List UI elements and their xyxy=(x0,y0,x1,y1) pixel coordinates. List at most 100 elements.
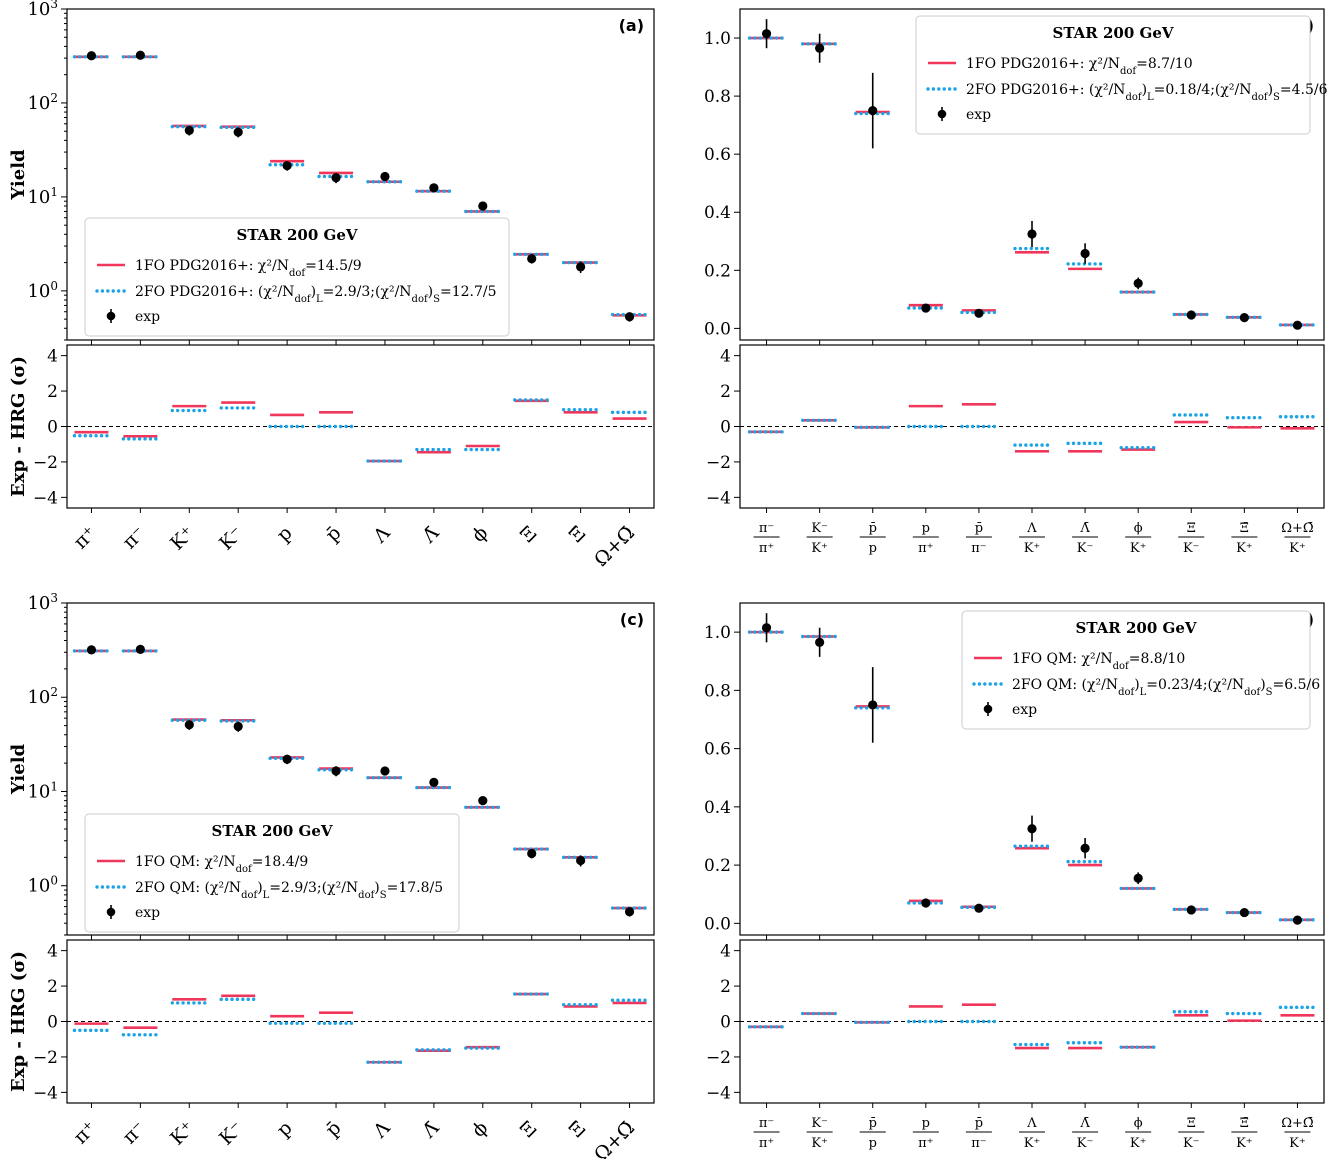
x-category-label: Λ xyxy=(369,522,395,548)
residual-y-tick-label: −4 xyxy=(33,1083,58,1103)
x-ratio-numerator: Ω+Ω̄ xyxy=(1281,521,1313,536)
residual-y-tick-label: 0 xyxy=(720,1013,731,1033)
x-category-label: Ξ̄ xyxy=(565,522,590,547)
x-ratio-numerator: Ξ̄ xyxy=(1240,521,1249,536)
legend-fo1-label: 1FO QM: χ²/Ndof=8.8/10 xyxy=(1012,651,1185,672)
y-tick-label: 102 xyxy=(27,91,58,114)
legend-frame xyxy=(961,610,1311,730)
legend: STAR 200 GeV 1FO QM: χ²/Ndof=8.8/10 2FO QM… xyxy=(961,610,1320,730)
x-ratio-denominator: K⁻ xyxy=(1183,1136,1200,1151)
x-ratio-denominator: K⁺ xyxy=(1289,541,1306,556)
exp-point xyxy=(478,201,488,211)
x-ratio-denominator: K⁻ xyxy=(1183,541,1200,556)
exp-point xyxy=(1027,229,1037,239)
y-tick-label: 101 xyxy=(27,779,58,802)
exp-point xyxy=(282,754,292,764)
x-category-label: p xyxy=(272,522,296,546)
y-tick-label: 0.4 xyxy=(704,203,731,223)
legend-fo2-label: 2FO QM: (χ²/Ndof)L=2.9/3;(χ²/Ndof)S=17.8… xyxy=(135,880,443,901)
exp-point xyxy=(1133,278,1143,288)
x-category-label: Ω+Ω̄ xyxy=(590,522,639,571)
x-category-label: p̄ xyxy=(321,522,345,546)
legend-fo1-label: 1FO PDG2016+: χ²/Ndof=14.5/9 xyxy=(135,258,362,279)
panel-a: 100 101 102 103 (a) Yield STAR 200 GeV 1FO PDG2… xyxy=(8,0,655,571)
exp-point xyxy=(761,29,772,39)
x-ratio-numerator: p xyxy=(922,1116,930,1131)
x-category-label: p̄ xyxy=(321,1117,345,1141)
y-tick-label: 1.0 xyxy=(704,29,731,49)
residual-y-tick-label: −2 xyxy=(33,1048,58,1068)
exp-point xyxy=(429,183,439,193)
x-category-label: ϕ xyxy=(468,522,493,547)
x-ratio-denominator: K⁺ xyxy=(1289,1136,1306,1151)
x-category-label: π⁺ xyxy=(70,1117,101,1148)
residual-y-tick-label: −4 xyxy=(33,488,58,508)
x-ratio-denominator: K⁺ xyxy=(811,1136,828,1151)
exp-point xyxy=(624,312,635,322)
x-ratio-numerator: ϕ xyxy=(1134,1116,1143,1131)
x-ratio-numerator: Ξ̄ xyxy=(1240,1116,1249,1131)
residual-y-tick-label: 4 xyxy=(47,347,58,367)
exp-point xyxy=(527,254,537,264)
x-category-label: K⁺ xyxy=(166,522,199,555)
y-tick-label: 0.0 xyxy=(704,914,731,934)
y-tick-label: 0.6 xyxy=(704,145,731,165)
y-tick-label: 101 xyxy=(27,185,58,208)
y-tick-label: 0.2 xyxy=(704,856,731,876)
residual-y-tick-label: 4 xyxy=(720,347,731,367)
residual-y-tick-label: −2 xyxy=(706,1048,731,1068)
legend-exp-marker xyxy=(983,704,993,714)
y-tick-label: 103 xyxy=(27,591,58,614)
legend-exp-marker xyxy=(106,907,116,917)
legend-frame xyxy=(915,15,1311,135)
x-category-label: Λ̄ xyxy=(417,522,443,548)
panel-c: 100 101 102 103 (c) Yield STAR 200 GeV 1FO QM: … xyxy=(8,591,655,1159)
residual-y-tick-label: 0 xyxy=(47,418,58,438)
x-ratio-numerator: π⁻ xyxy=(759,521,774,536)
legend-exp-label: exp xyxy=(966,107,991,123)
x-category-label: π⁻ xyxy=(118,522,149,553)
exp-point xyxy=(1186,905,1196,915)
x-category-label: Ξ̄ xyxy=(565,1117,590,1142)
exp-point xyxy=(135,50,145,60)
panel-label: (c) xyxy=(620,610,644,629)
y-tick-label: 102 xyxy=(27,685,58,708)
x-ratio-denominator: K⁺ xyxy=(1024,541,1041,556)
exp-point xyxy=(974,903,984,913)
legend-fo1-label: 1FO PDG2016+: χ²/Ndof=8.7/10 xyxy=(966,56,1193,77)
exp-point xyxy=(624,907,635,917)
x-category-label: Λ xyxy=(369,1117,395,1143)
residual-y-tick-label: 0 xyxy=(47,1013,58,1033)
residual-y-tick-label: −4 xyxy=(706,488,731,508)
residual-y-tick-label: 4 xyxy=(47,942,58,962)
yield-axes-frame xyxy=(66,8,655,341)
exp-point xyxy=(974,308,984,318)
y-tick-label: 100 xyxy=(27,279,58,302)
exp-point xyxy=(282,161,292,171)
x-ratio-numerator: K⁻ xyxy=(811,1116,828,1131)
x-category-label: ϕ xyxy=(468,1117,493,1142)
exp-point xyxy=(331,173,341,183)
exp-point xyxy=(868,106,878,116)
x-category-label: Ω+Ω̄ xyxy=(590,1117,639,1159)
x-category-label: K⁻ xyxy=(215,522,248,555)
exp-point xyxy=(1292,320,1303,330)
residual-y-tick-label: 2 xyxy=(47,382,58,402)
legend-frame xyxy=(84,813,460,933)
residual-y-tick-label: 0 xyxy=(720,418,731,438)
x-ratio-denominator: π⁻ xyxy=(971,541,986,556)
exp-point xyxy=(527,848,537,859)
x-ratio-denominator: K⁻ xyxy=(1077,1136,1094,1151)
x-ratio-numerator: Ξ xyxy=(1187,1116,1196,1131)
x-ratio-denominator: K⁺ xyxy=(811,541,828,556)
x-ratio-denominator: π⁺ xyxy=(918,541,933,556)
x-ratio-denominator: K⁺ xyxy=(1130,1136,1147,1151)
exp-point xyxy=(1080,248,1090,259)
exp-point xyxy=(233,127,243,137)
exp-point xyxy=(184,125,194,136)
exp-point xyxy=(380,171,390,182)
legend-exp-label: exp xyxy=(135,309,160,325)
x-ratio-denominator: π⁺ xyxy=(759,1136,774,1151)
